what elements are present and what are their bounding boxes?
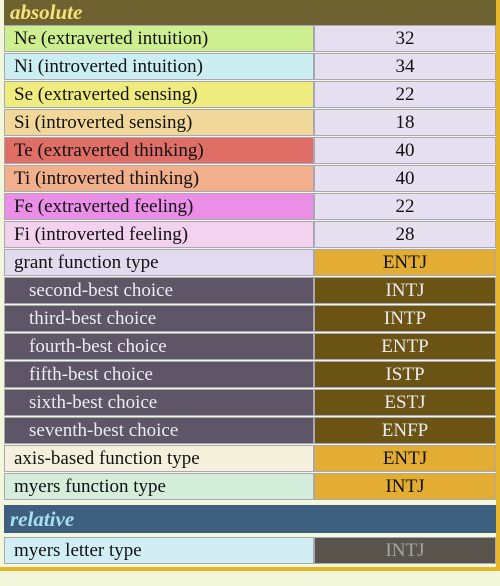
- choice-row: seventh-best choice ENFP: [4, 417, 496, 444]
- grant-function-value: ENTJ: [314, 249, 496, 276]
- choice-value: INTJ: [314, 277, 496, 304]
- choice-value: ENFP: [314, 417, 496, 444]
- function-row: Si (introverted sensing) 18: [4, 109, 496, 136]
- function-row: Ti (introverted thinking) 40: [4, 165, 496, 192]
- myers-function-label: myers function type: [4, 473, 314, 500]
- section-header-absolute: absolute: [4, 0, 496, 25]
- function-row: Fe (extraverted feeling) 22: [4, 193, 496, 220]
- function-value: 40: [314, 165, 496, 192]
- myers-function-row: myers function type INTJ: [4, 473, 496, 500]
- axis-function-row: axis-based function type ENTJ: [4, 445, 496, 472]
- function-label: Fi (introverted feeling): [4, 221, 314, 248]
- function-row: Te (extraverted thinking) 40: [4, 137, 496, 164]
- function-value: 22: [314, 193, 496, 220]
- function-label: Se (extraverted sensing): [4, 81, 314, 108]
- choice-row: fifth-best choice ISTP: [4, 361, 496, 388]
- function-label: Ne (extraverted intuition): [4, 25, 314, 52]
- grant-function-row: grant function type ENTJ: [4, 249, 496, 276]
- choice-value: ISTP: [314, 361, 496, 388]
- function-row: Se (extraverted sensing) 22: [4, 81, 496, 108]
- function-value: 40: [314, 137, 496, 164]
- choice-label: third-best choice: [4, 305, 314, 332]
- myers-letter-value: INTJ: [314, 537, 496, 564]
- myers-letter-row: myers letter type INTJ: [4, 537, 496, 564]
- choice-value: ESTJ: [314, 389, 496, 416]
- axis-function-label: axis-based function type: [4, 445, 314, 472]
- choice-value: ENTP: [314, 333, 496, 360]
- choice-label: second-best choice: [4, 277, 314, 304]
- function-value: 22: [314, 81, 496, 108]
- function-label: Ti (introverted thinking): [4, 165, 314, 192]
- type-table: absolute Ne (extraverted intuition) 32 Ni …: [0, 0, 500, 571]
- function-label: Fe (extraverted feeling): [4, 193, 314, 220]
- choice-label: sixth-best choice: [4, 389, 314, 416]
- choice-row: third-best choice INTP: [4, 305, 496, 332]
- axis-function-value: ENTJ: [314, 445, 496, 472]
- function-value: 32: [314, 25, 496, 52]
- choice-label: fifth-best choice: [4, 361, 314, 388]
- function-value: 28: [314, 221, 496, 248]
- grant-function-label: grant function type: [4, 249, 314, 276]
- choice-row: sixth-best choice ESTJ: [4, 389, 496, 416]
- function-label: Si (introverted sensing): [4, 109, 314, 136]
- function-row: Ni (introverted intuition) 34: [4, 53, 496, 80]
- myers-function-value: INTJ: [314, 473, 496, 500]
- choice-label: fourth-best choice: [4, 333, 314, 360]
- function-value: 18: [314, 109, 496, 136]
- function-label: Te (extraverted thinking): [4, 137, 314, 164]
- choice-row: fourth-best choice ENTP: [4, 333, 496, 360]
- choice-row: second-best choice INTJ: [4, 277, 496, 304]
- function-row: Ne (extraverted intuition) 32: [4, 25, 496, 52]
- function-row: Fi (introverted feeling) 28: [4, 221, 496, 248]
- section-header-relative: relative: [4, 505, 496, 533]
- function-label: Ni (introverted intuition): [4, 53, 314, 80]
- choice-label: seventh-best choice: [4, 417, 314, 444]
- choice-value: INTP: [314, 305, 496, 332]
- myers-letter-label: myers letter type: [4, 537, 314, 564]
- function-value: 34: [314, 53, 496, 80]
